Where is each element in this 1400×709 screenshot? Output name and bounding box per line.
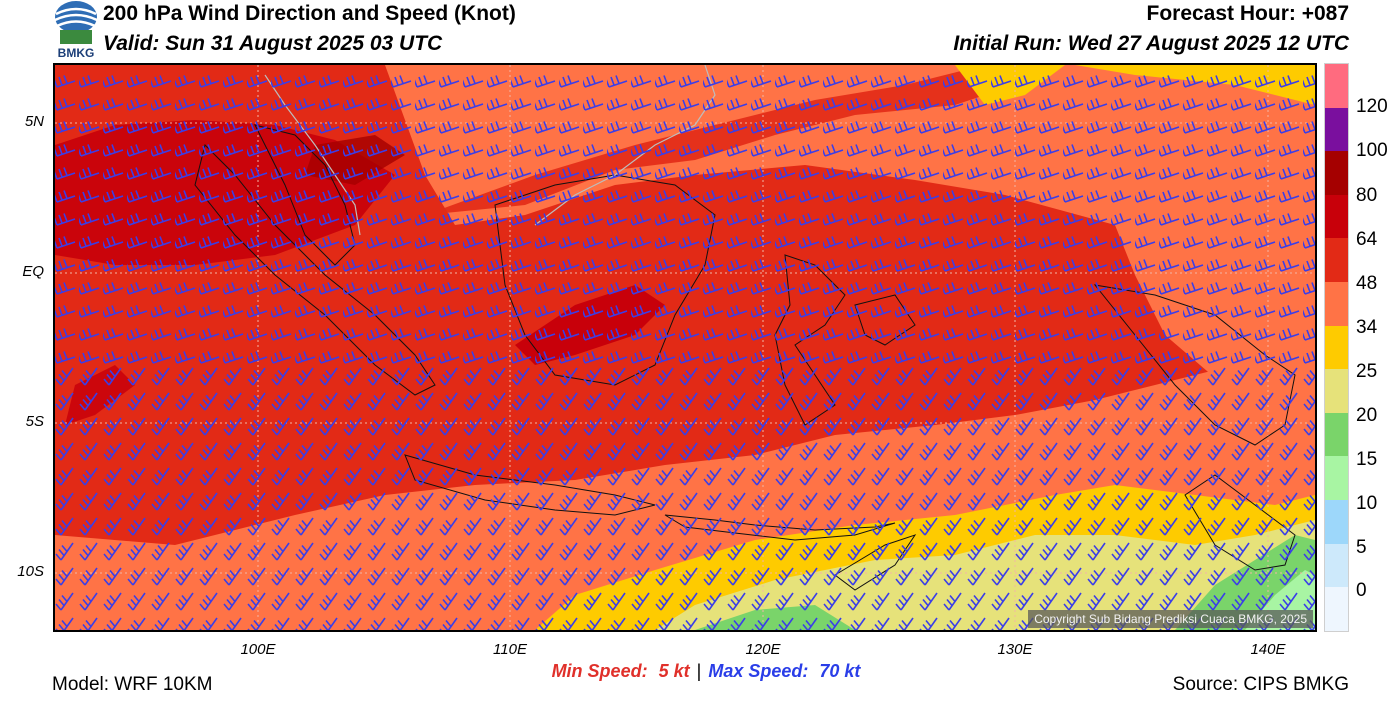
colorbar-label-64: 64	[1356, 229, 1378, 250]
lat-label-5n: 5N	[24, 113, 44, 130]
wind-barbs-south	[55, 365, 1315, 630]
max-speed-value: 70 kt	[819, 661, 861, 681]
forecast-hour: Forecast Hour: +087	[1146, 2, 1350, 25]
colorbar-label-10: 10	[1356, 493, 1378, 514]
colorbar-swatch	[1325, 412, 1348, 457]
map-title: 200 hPa Wind Direction and Speed (Knot)	[103, 2, 516, 25]
model-label: Model: WRF 10KM	[52, 674, 213, 695]
colorbar-swatch	[1325, 456, 1348, 501]
colorbar-label-5: 5	[1356, 537, 1367, 558]
colorbar-label-48: 48	[1356, 273, 1378, 294]
valid-time: Valid: Sun 31 August 2025 03 UTC	[103, 32, 443, 55]
colorbar-label-34: 34	[1356, 317, 1378, 338]
wind-barbs-north	[55, 65, 1315, 365]
initial-run: Initial Run: Wed 27 August 2025 12 UTC	[953, 32, 1349, 55]
colorbar-label-100: 100	[1356, 140, 1388, 161]
colorbar-swatch	[1325, 64, 1348, 108]
colorbar-swatch	[1325, 587, 1348, 631]
lon-label-100e: 100E	[240, 641, 276, 658]
speed-summary: Min Speed: 5 kt | Max Speed: 70 kt	[0, 661, 1400, 682]
colorbar-swatch	[1325, 151, 1348, 195]
source-label: Source: CIPS BMKG	[1172, 674, 1349, 695]
colorbar-label-20: 20	[1356, 405, 1378, 426]
colorbar-label-25: 25	[1356, 361, 1378, 382]
lon-label-110e: 110E	[493, 641, 527, 658]
colorbar-swatch	[1325, 325, 1348, 370]
wind-speed-map: Copyright Sub Bidang Prediksi Cuaca BMKG…	[53, 63, 1317, 632]
bmkg-logo: BMKG	[52, 0, 100, 60]
max-speed-label: Max Speed:	[708, 661, 809, 681]
colorbar-swatch	[1325, 500, 1348, 544]
copyright-notice: Copyright Sub Bidang Prediksi Cuaca BMKG…	[1028, 610, 1313, 628]
min-speed-value: 5 kt	[658, 661, 690, 681]
colorbar-swatch	[1325, 282, 1348, 326]
speed-colorbar	[1324, 63, 1349, 632]
logo-text: BMKG	[57, 46, 95, 60]
lat-label-10s: 10S	[17, 563, 44, 580]
colorbar-swatch	[1325, 238, 1348, 283]
lon-label-120e: 120E	[745, 641, 781, 658]
colorbar-label-120: 120	[1356, 96, 1388, 117]
lat-label-5s: 5S	[25, 413, 44, 430]
colorbar-label-0: 0	[1356, 580, 1367, 601]
lon-label-140e: 140E	[1250, 641, 1286, 658]
colorbar-swatch	[1325, 107, 1348, 152]
colorbar-swatch	[1325, 194, 1348, 239]
colorbar-label-80: 80	[1356, 185, 1378, 206]
lat-label-eq: EQ	[22, 263, 44, 280]
lon-label-130e: 130E	[997, 641, 1033, 658]
colorbar-swatch	[1325, 369, 1348, 413]
speed-separator: |	[696, 661, 702, 681]
colorbar-swatch	[1325, 543, 1348, 588]
colorbar-label-15: 15	[1356, 449, 1378, 470]
min-speed-label: Min Speed:	[551, 661, 648, 681]
